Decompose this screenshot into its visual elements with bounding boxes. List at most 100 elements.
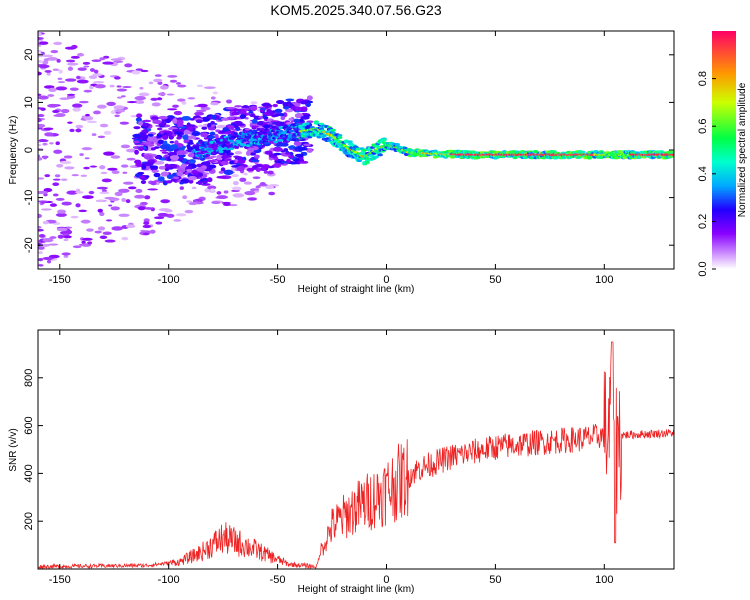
spectrogram-cell [293, 141, 302, 146]
spectrogram-cell [253, 190, 260, 193]
spectrogram-cell [218, 147, 224, 151]
spectrogram-cell [84, 157, 90, 160]
spectrogram-cell [166, 130, 173, 136]
spectrogram-cell [53, 149, 63, 154]
y-tick-label: -20 [23, 237, 35, 253]
spectrogram-cell [236, 165, 245, 171]
spectrogram-cell [377, 153, 383, 157]
spectrogram-cell [293, 118, 300, 123]
spectrogram-cell [63, 235, 72, 239]
spectrogram-cell [252, 129, 258, 133]
spectrogram-cell [122, 171, 128, 174]
spectrogram-cell [108, 204, 113, 207]
spectrogram-cell [157, 81, 163, 85]
spectrogram-cell [231, 135, 237, 139]
spectrogram-cell [291, 138, 297, 142]
spectrogram-cell [264, 141, 270, 145]
spectrogram-cell [138, 92, 150, 97]
spectrogram-cell [142, 141, 152, 145]
spectrogram-cell [210, 155, 217, 158]
spectrogram-cell [337, 134, 343, 137]
spectrogram-cell [173, 110, 183, 116]
spectrogram-cell [94, 230, 102, 234]
colorbar-tick-label: 0.6 [697, 119, 709, 134]
spectrogram-cell [225, 106, 236, 110]
spectrogram-cell [255, 185, 261, 189]
spectrogram-cell [132, 133, 143, 138]
snr-x-label: Height of straight line (km) [298, 584, 415, 595]
spectrogram-cell [512, 156, 518, 160]
spectrogram-cell [57, 77, 63, 81]
spectrogram-cell [100, 171, 108, 175]
spectrogram-cell [110, 58, 123, 61]
spectrogram-cell [161, 151, 169, 154]
spectrogram-cell [39, 41, 49, 45]
spectrogram-cell [56, 163, 64, 168]
spectrogram-cell [303, 143, 312, 147]
spectrogram-cell [91, 133, 97, 137]
spectrogram-cell [187, 141, 194, 145]
spectrogram-cell [38, 264, 44, 267]
spectrogram-cell [227, 133, 233, 137]
spectrogram-cell [306, 148, 313, 153]
snr-x-ticks: -150 -100 -50 0 50 100 [49, 330, 613, 586]
spectrogram-cell [173, 176, 179, 180]
spectrogram-cell [134, 149, 139, 155]
spectrogram-cell [159, 144, 170, 149]
spectrogram-cell [40, 107, 46, 111]
x-tick-label: -50 [270, 574, 286, 586]
spectrogram-cell [43, 193, 48, 197]
spectrogram-cell [40, 208, 52, 211]
spectrogram-cell [195, 119, 203, 124]
spectrogram-cell [166, 93, 175, 96]
spectrogram-cell [261, 164, 271, 170]
spectrogram-cell [164, 167, 170, 172]
spectrogram-cell [232, 132, 238, 135]
spectrogram-cell [285, 98, 295, 102]
x-tick-label: -100 [158, 274, 180, 286]
spectrogram-cell [234, 105, 243, 108]
spectrogram-cell [224, 202, 230, 205]
spectrogram-cell [239, 114, 247, 119]
spectrogram-cell [201, 126, 208, 130]
spectrogram-cell [60, 108, 70, 114]
spectrogram-cell [118, 189, 125, 192]
spectrogram-cell [110, 206, 120, 211]
spectrogram-cell [134, 194, 146, 199]
spectrogram-cell [38, 93, 42, 97]
spectrogram-cell [66, 93, 76, 96]
spectrogram-cell [103, 151, 115, 156]
spectrogram-cell [176, 82, 182, 85]
spectrogram-cell [289, 129, 295, 133]
spectrogram-cell [144, 161, 154, 167]
spectrogram-cell [191, 132, 200, 136]
spectrogram-cell [59, 97, 70, 101]
spectrogram-cell [104, 239, 116, 243]
colorbar-tick-label: 0.8 [697, 71, 709, 86]
spectrogram-cell [38, 190, 49, 194]
spectrogram-cell [38, 64, 50, 69]
spectrogram-cell [61, 252, 71, 256]
spectrogram-cell [295, 106, 303, 112]
spectrogram-cell [70, 215, 79, 219]
spectrogram-cell [99, 191, 110, 195]
spectrogram-cell [79, 153, 84, 156]
spectrogram-cell [52, 109, 60, 114]
spectrogram-cell [46, 71, 51, 76]
spectrogram-cell [249, 105, 258, 111]
spectrogram-cell [337, 136, 343, 139]
chart-title: KOM5.2025.340.07.56.G23 [270, 2, 441, 18]
spectrogram-cell [169, 79, 178, 83]
spectrogram-cell [263, 170, 269, 174]
spectrogram-cell [172, 104, 179, 108]
spectrogram-cell [150, 97, 159, 101]
colorbar-tick-label: 0.0 [697, 261, 709, 276]
spectrogram-cell [42, 237, 54, 243]
spectrogram-cell [44, 132, 54, 137]
spectrogram-cell [256, 121, 264, 126]
spectrogram-cell [99, 123, 109, 128]
spectrogram-cell [80, 174, 88, 177]
spectrogram-cell [134, 159, 142, 165]
spectrogram-cell [176, 171, 184, 177]
spectrogram-cell [186, 200, 193, 203]
